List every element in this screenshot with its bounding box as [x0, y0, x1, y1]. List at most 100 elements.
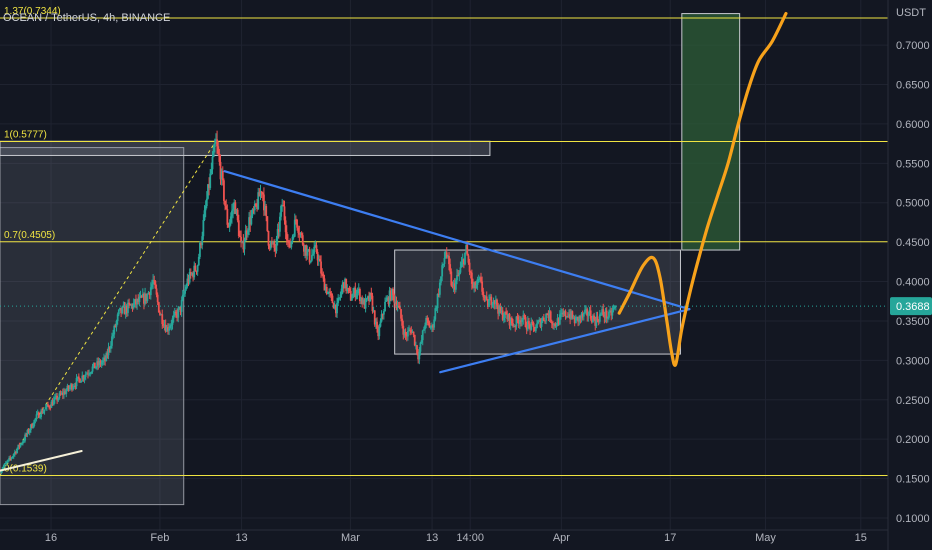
candle-body [37, 412, 40, 418]
candle-body [611, 310, 614, 316]
candle-body [201, 236, 204, 246]
candle-body [116, 314, 119, 321]
support-trendline [0, 450, 83, 472]
candle-body [550, 321, 553, 324]
candle-body [314, 245, 317, 247]
candle-body [441, 265, 444, 277]
candle-body [220, 170, 223, 180]
candle-body [430, 325, 433, 328]
candle-body [608, 311, 610, 318]
current-price-label: 0.3688 [896, 301, 930, 313]
candle-body [542, 317, 545, 321]
candle-body [160, 314, 162, 316]
candle-body [209, 173, 212, 188]
candle-body [92, 362, 95, 367]
candle-body [49, 407, 52, 409]
candle-body [25, 434, 28, 436]
candle-body [372, 310, 375, 312]
candle-body [181, 294, 184, 301]
candle-body [7, 459, 9, 462]
candle-body [2, 466, 5, 469]
candle-body [475, 284, 478, 289]
candle-body [221, 170, 224, 181]
candle-body [562, 312, 565, 315]
candle-body [191, 273, 193, 275]
candle-body [290, 241, 293, 248]
time-tick-label: Feb [150, 532, 169, 544]
candle-body [168, 328, 170, 331]
candle-body [336, 302, 338, 314]
candle-body [167, 327, 169, 331]
candle-body [369, 292, 372, 302]
candle-body [443, 258, 446, 264]
candle-body [273, 242, 276, 248]
candle-body [162, 324, 165, 327]
candle-body [187, 278, 190, 283]
candle-body [180, 300, 183, 312]
candle-body [445, 252, 448, 257]
candle-body [308, 249, 311, 263]
candle-body [489, 296, 492, 301]
candle-body [517, 319, 520, 324]
current-price-badge [890, 297, 932, 316]
candle-body [124, 305, 127, 315]
time-tick-label: 17 [664, 532, 676, 544]
candle-body [88, 373, 91, 375]
candle-body [373, 310, 376, 325]
candle-body [578, 316, 581, 322]
candle-body [456, 275, 458, 281]
candle-body [226, 209, 229, 225]
candle-body [3, 463, 6, 467]
price-tick-label: 0.6500 [896, 80, 930, 92]
candle-body [601, 309, 604, 314]
candle-body [502, 317, 505, 320]
candle-body [264, 206, 266, 211]
candle-body [392, 288, 394, 295]
candle-body [253, 203, 256, 211]
candle-body [247, 230, 249, 235]
candle-body [271, 242, 273, 244]
candle-body [295, 219, 297, 221]
candle-body [0, 470, 3, 474]
candle-body [459, 267, 462, 273]
candle-body [151, 284, 153, 288]
candle-body [192, 273, 194, 278]
candle-body [260, 191, 263, 193]
candle-body [570, 311, 573, 320]
candle-body [476, 279, 479, 285]
candle-body [228, 222, 231, 228]
candle-body [419, 342, 422, 352]
candle-body [82, 375, 85, 379]
candle-body [528, 321, 530, 325]
candle-body [20, 443, 23, 445]
candle-body [235, 209, 238, 214]
candle-body [172, 315, 175, 319]
candle-body [24, 434, 27, 441]
time-tick-label: Mar [341, 532, 360, 544]
candle-body [234, 202, 237, 214]
candle-body [193, 265, 196, 278]
candle-body [365, 298, 368, 300]
candle-body [432, 325, 434, 328]
candle-body [225, 205, 228, 210]
candle-body [232, 209, 234, 211]
candle-body [572, 317, 575, 319]
candle-body [545, 313, 548, 321]
candle-body [263, 194, 265, 211]
candle-body [504, 311, 506, 318]
candle-body [450, 271, 453, 286]
candle-body [114, 325, 117, 327]
candle-body [185, 286, 188, 290]
candle-body [269, 242, 272, 249]
candle-body [505, 311, 508, 315]
candle-body [536, 323, 538, 329]
candle-body [518, 320, 521, 324]
candle-body [368, 296, 370, 302]
target-zone [681, 13, 741, 251]
candle-body [129, 304, 132, 306]
candle-body [444, 252, 447, 259]
candle-body [334, 304, 337, 314]
candle-body [328, 291, 330, 293]
candle-body [106, 353, 109, 356]
